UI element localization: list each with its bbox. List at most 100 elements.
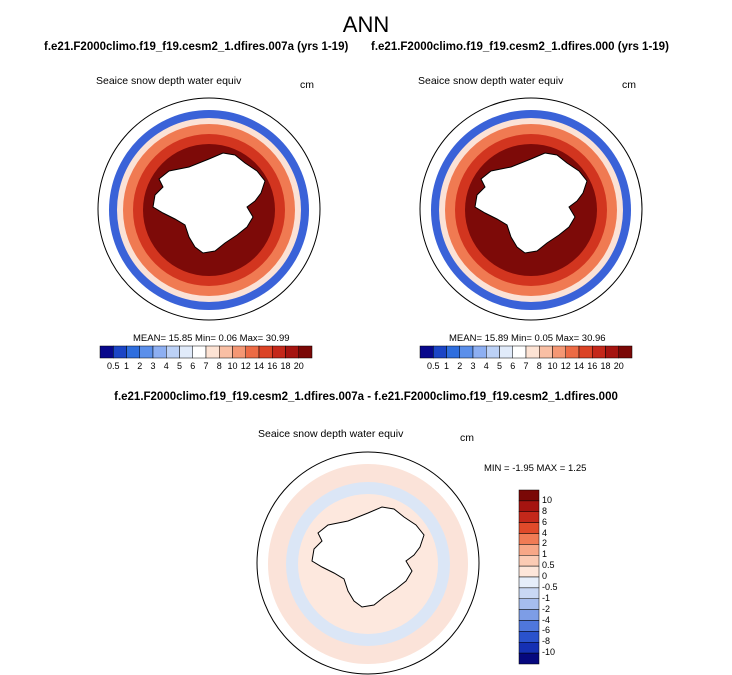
panel-1-colorbar-swatch	[272, 345, 286, 359]
panel-2-colorbar-swatch	[525, 345, 540, 359]
panel-1-colorbar-tick-label: 8	[216, 361, 222, 371]
difference-colorbar-tick-label: -6	[542, 625, 551, 636]
difference-colorbar-swatch	[518, 544, 540, 556]
panel-2-variable-label: Seaice snow depth water equiv	[418, 75, 564, 87]
difference-colorbar-swatch	[518, 511, 540, 523]
difference-colorbar-swatch	[518, 620, 540, 632]
panel-1-colorbar-swatch	[219, 345, 233, 359]
panel-2-colorbar-swatch	[552, 345, 566, 359]
difference-colorbar-tick-label: -8	[542, 636, 551, 647]
panel-1-colorbar-tick-label: 16	[267, 361, 278, 371]
panel-1-colorbar-tick-label: 7	[203, 361, 209, 371]
difference-colorbar-swatch	[518, 631, 540, 643]
difference-colorbar-swatch	[518, 489, 540, 502]
panel-1-case-title: f.e21.F2000climo.f19_f19.cesm2_1.dfires.…	[44, 41, 349, 53]
panel-1-stats: MEAN= 15.85 Min= 0.06 Max= 30.99	[133, 333, 290, 344]
panel-2-colorbar-tick-label: 7	[523, 361, 529, 371]
panel-2-colorbar-swatch	[433, 345, 447, 359]
difference-colorbar-tick-label: -1	[542, 592, 551, 603]
difference-colorbar-tick-label: 6	[542, 516, 548, 527]
panel-1-colorbar-tick-label: 2	[137, 361, 143, 371]
panel-1-antarctica	[152, 152, 266, 254]
panel-2-colorbar-tick-label: 4	[483, 361, 489, 371]
difference-colorbar-tick-label: 1	[542, 549, 548, 560]
panel-2-colorbar-swatch	[499, 345, 513, 359]
panel-2-colorbar-tick-label: 8	[536, 361, 542, 371]
difference-colorbar-tick-label: -2	[542, 603, 551, 614]
panel-2-colorbar-tick-label: 2	[457, 361, 463, 371]
panel-1-colorbar-swatch	[192, 345, 207, 359]
panel-2-stats: MEAN= 15.89 Min= 0.05 Max= 30.96	[449, 333, 606, 344]
panel-2-antarctica	[474, 152, 588, 254]
panel-1-colorbar-tick-label: 4	[163, 361, 169, 371]
panel-2-colorbar-tick-label: 1	[443, 361, 449, 371]
difference-units: cm	[460, 432, 474, 444]
panel-1-colorbar-swatch	[258, 345, 273, 359]
panel-1-colorbar-tick-label: 5	[176, 361, 182, 371]
panel-2-colorbar-swatch	[472, 345, 487, 359]
panel-1-colorbar-tick-label: 14	[253, 361, 264, 371]
panel-1-colorbar-swatch	[179, 345, 193, 359]
panel-2-colorbar-swatch	[419, 345, 434, 359]
panel-2-colorbar-tick-label: 5	[496, 361, 502, 371]
difference-stats: MIN = -1.95 MAX = 1.25	[484, 463, 587, 474]
panel-1-colorbar-swatch	[99, 345, 114, 359]
difference-colorbar-tick-label: -10	[542, 647, 556, 658]
difference-polar-map	[256, 451, 480, 675]
difference-title: f.e21.F2000climo.f19_f19.cesm2_1.dfires.…	[114, 391, 618, 403]
difference-colorbar	[518, 489, 540, 665]
difference-colorbar-tick-label: 0	[542, 571, 548, 581]
panel-2-colorbar-swatch	[512, 345, 527, 359]
difference-colorbar-tick-label: -4	[542, 614, 551, 625]
panel-1-colorbar-swatch	[298, 345, 313, 359]
panel-2-colorbar-swatch	[605, 345, 619, 359]
difference-colorbar-tick-label: 0.5	[542, 560, 555, 571]
panel-2-colorbar-tick-label: 0.5	[426, 361, 440, 371]
difference-colorbar-swatch	[518, 609, 540, 621]
panel-2-polar-map	[419, 97, 643, 321]
panel-2-colorbar-tick-label: 3	[470, 361, 476, 371]
difference-colorbar-tick-label: 10	[542, 494, 553, 505]
difference-variable-label: Seaice snow depth water equiv	[258, 428, 404, 440]
panel-2-colorbar-tick-label: 14	[573, 361, 584, 371]
difference-colorbar-swatch	[518, 533, 540, 545]
difference-colorbar-swatch	[518, 598, 540, 610]
panel-2-colorbar-swatch	[578, 345, 593, 359]
difference-colorbar-swatch	[518, 500, 540, 512]
panel-1-colorbar-swatch	[232, 345, 246, 359]
panel-1-colorbar-tick-label: 1	[123, 361, 129, 371]
panel-2-colorbar-tick-label: 10	[547, 361, 558, 371]
difference-colorbar-swatch	[518, 576, 540, 589]
panel-2-colorbar-tick-label: 16	[587, 361, 598, 371]
difference-colorbar-tick-label: 4	[542, 527, 548, 538]
figure-title: ANN	[342, 12, 390, 37]
panel-2-colorbar-tick-label: 6	[510, 361, 516, 371]
panel-2-colorbar-swatch	[486, 345, 500, 359]
difference-colorbar-tick-label: 2	[542, 538, 548, 549]
difference-colorbar-swatch	[518, 587, 540, 599]
difference-colorbar-tick-label: -0.5	[542, 581, 558, 592]
panel-1-colorbar-tick-label: 12	[240, 361, 251, 371]
panel-1-colorbar-swatch	[152, 345, 167, 359]
panel-1-colorbar-swatch	[285, 345, 299, 359]
difference-colorbar-swatch	[518, 652, 540, 665]
difference-antarctica	[311, 506, 425, 608]
panel-1-units: cm	[300, 79, 314, 91]
panel-1-variable-label: Seaice snow depth water equiv	[96, 75, 242, 87]
panel-2-colorbar-swatch	[459, 345, 474, 359]
panel-2-colorbar	[419, 345, 633, 359]
panel-2-colorbar-swatch	[618, 345, 633, 359]
panel-2-units: cm	[622, 79, 636, 91]
panel-1-colorbar-swatch	[126, 345, 140, 359]
panel-2-colorbar-tick-label: 20	[613, 361, 624, 371]
panel-2-colorbar-swatch	[565, 345, 580, 359]
panel-1-colorbar-tick-label: 20	[293, 361, 304, 371]
panel-1-colorbar	[99, 345, 313, 359]
panel-1-colorbar-swatch	[113, 345, 127, 359]
difference-colorbar-swatch	[518, 555, 540, 567]
difference-colorbar-swatch	[518, 642, 540, 654]
panel-2-colorbar-tick-label: 18	[600, 361, 611, 371]
panel-1-polar-map	[97, 97, 321, 321]
panel-2-case-title: f.e21.F2000climo.f19_f19.cesm2_1.dfires.…	[371, 41, 669, 53]
panel-1-colorbar-swatch	[166, 345, 180, 359]
